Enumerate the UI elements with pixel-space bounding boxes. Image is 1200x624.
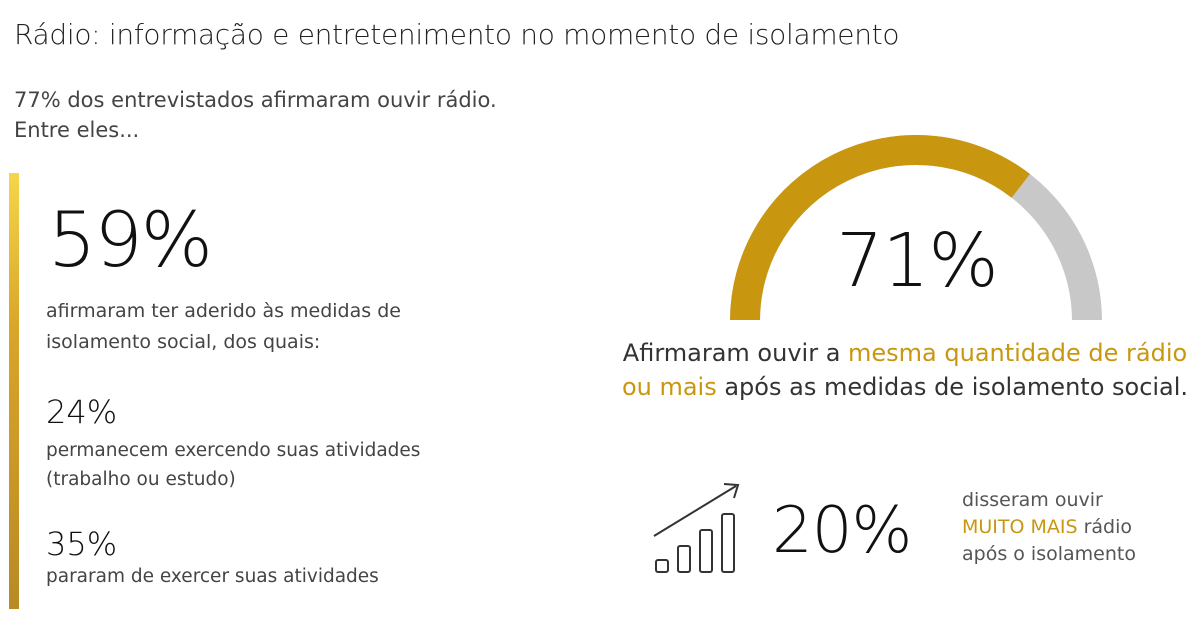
much-more-line-1: disseram ouvir (962, 489, 1103, 511)
growth-bars-arrow-icon (653, 483, 740, 573)
gauge-fill (730, 135, 1030, 320)
stopped-percent: 35% (46, 525, 118, 563)
stopped-description: pararam de exercer suas atividades (46, 566, 379, 587)
working-description: permanecem exercendo suas atividades (tr… (46, 440, 421, 490)
gauge-chart (730, 135, 1102, 320)
isolation-description: afirmaram ter aderido às medidas de isol… (46, 300, 401, 353)
gauge-caption-highlight: mesma quantidade de rádio ou mais (621, 339, 1188, 401)
much-more-line-2: MUITO MAIS rádio (962, 514, 1136, 541)
much-more-percent: 20% (772, 494, 912, 568)
page-title: Rádio: informação e entretenimento no mo… (14, 18, 900, 51)
much-more-line-2-rest: rádio (1077, 516, 1133, 538)
gauge-caption-pre: Afirmaram ouvir a (622, 339, 849, 367)
intro-line-2: Entre eles... (14, 118, 140, 142)
much-more-description: disseram ouvir MUITO MAIS rádio após o i… (962, 487, 1136, 568)
much-more-highlight: MUITO MAIS (962, 516, 1078, 538)
gauge-value: 71% (836, 218, 998, 304)
gauge-caption: Afirmaram ouvir a mesma quantidade de rá… (620, 336, 1190, 404)
gauge-caption-post: após as medidas de isolamento social. (716, 373, 1189, 401)
much-more-line-3: após o isolamento (962, 543, 1136, 565)
working-percent: 24% (46, 393, 118, 431)
isolation-percent: 59% (48, 195, 213, 284)
intro-line-1: 77% dos entrevistados afirmaram ouvir rá… (14, 88, 497, 112)
accent-vertical-bar (9, 173, 19, 609)
